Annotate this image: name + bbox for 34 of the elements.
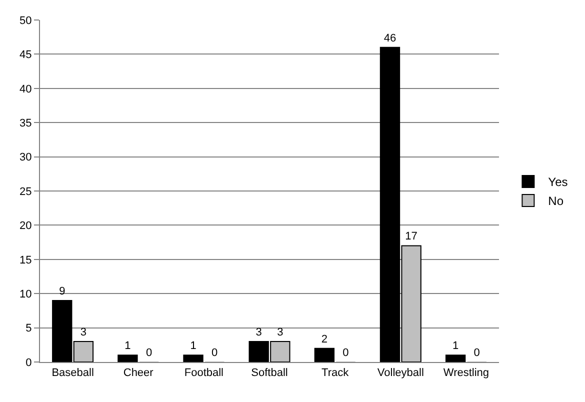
- data-label: 1: [452, 340, 459, 352]
- data-label: 3: [256, 326, 262, 338]
- y-tick-label: 35: [20, 117, 32, 130]
- data-label: 0: [212, 347, 218, 359]
- data-label: 3: [80, 326, 87, 338]
- data-label: 0: [342, 347, 349, 359]
- y-tick-label: 45: [20, 49, 32, 62]
- data-label: 0: [146, 347, 152, 359]
- y-tick-label: 5: [26, 322, 32, 335]
- legend-label: No: [548, 194, 564, 208]
- data-label: 46: [384, 32, 396, 44]
- legend-label: Yes: [548, 175, 568, 190]
- y-tick-label: 20: [20, 220, 32, 232]
- x-tick-label: Track: [322, 367, 350, 380]
- x-tick-label: Volleyball: [377, 367, 424, 380]
- y-tick-label: 0: [26, 356, 32, 369]
- data-label: 1: [124, 340, 131, 352]
- x-tick-label: Softball: [251, 367, 288, 380]
- y-tick-label: 30: [20, 152, 32, 164]
- x-tick-label: Baseball: [52, 367, 94, 380]
- data-label: 17: [405, 230, 418, 243]
- x-tick-label: Cheer: [123, 367, 154, 380]
- y-tick-label: 15: [20, 254, 32, 266]
- data-label: 1: [190, 340, 196, 352]
- y-tick-label: 25: [20, 186, 32, 198]
- x-tick-label: Wrestling: [443, 367, 490, 380]
- data-label: 3: [277, 326, 284, 338]
- data-label: 0: [474, 347, 480, 359]
- data-label: 2: [321, 333, 328, 346]
- data-label: 9: [59, 285, 66, 298]
- y-tick-label: 50: [20, 14, 32, 27]
- x-tick-label: Football: [184, 367, 224, 380]
- y-tick-label: 40: [20, 83, 32, 96]
- y-tick-label: 10: [20, 288, 32, 300]
